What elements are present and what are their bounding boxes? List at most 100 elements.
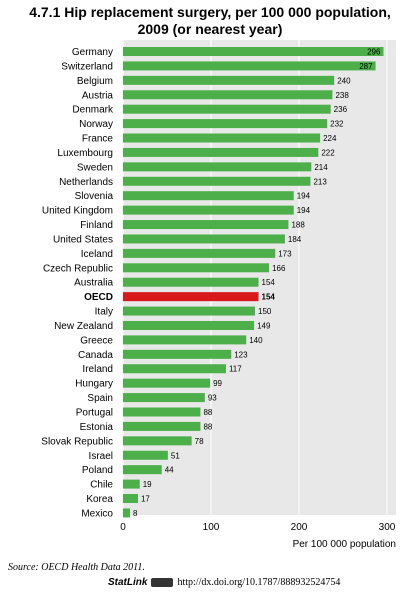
- category-label: Italy: [95, 307, 113, 318]
- bar: [123, 119, 328, 129]
- category-label: United Kingdom: [42, 206, 113, 217]
- category-label: Ireland: [82, 364, 113, 375]
- category-label: Israel: [89, 451, 113, 462]
- x-tick-label: 300: [379, 522, 396, 533]
- category-label: Hungary: [75, 379, 113, 390]
- category-label: New Zealand: [54, 321, 113, 332]
- bar: [123, 494, 138, 504]
- bar: [123, 176, 311, 186]
- source-note: Source: OECD Health Data 2011.: [8, 562, 145, 573]
- data-label: 123: [234, 350, 248, 359]
- bar: [123, 320, 255, 330]
- x-tick-label: 100: [203, 522, 220, 533]
- category-label: Canada: [78, 350, 113, 361]
- data-label: 166: [272, 264, 286, 273]
- data-label: 51: [171, 451, 180, 460]
- bar: [123, 147, 319, 157]
- bar: [123, 263, 270, 273]
- bar: [123, 162, 312, 172]
- data-label: 173: [278, 249, 292, 258]
- bar: [123, 277, 259, 287]
- bar: [123, 248, 276, 258]
- bar: [123, 393, 205, 403]
- bar: [123, 104, 331, 114]
- x-axis-label: Per 100 000 population: [293, 539, 396, 550]
- bar: [123, 479, 140, 489]
- data-label: 149: [257, 321, 271, 330]
- bar: [123, 133, 321, 143]
- bar: [123, 335, 247, 345]
- data-label: 194: [297, 192, 311, 201]
- data-label: 88: [203, 422, 212, 431]
- bar: [123, 508, 131, 518]
- statlink: StatLink http://dx.doi.org/10.1787/88893…: [108, 577, 340, 588]
- category-label: Luxembourg: [57, 148, 113, 159]
- bar: [123, 378, 211, 388]
- category-label: France: [82, 134, 114, 145]
- data-label: 78: [195, 437, 204, 446]
- title-line-2: 2009 (or nearest year): [137, 21, 283, 37]
- bar: [123, 75, 335, 85]
- data-label: 232: [330, 120, 344, 129]
- statlink-url-link[interactable]: http://dx.doi.org/10.1787/888932524754: [177, 577, 341, 588]
- bar: [123, 90, 333, 100]
- bar-chart: 0 100 200 300 Germany 296 Switzerland 287 Belgiu…: [41, 40, 396, 550]
- bar: [123, 421, 201, 431]
- data-label: 44: [165, 466, 174, 475]
- data-label: 287: [359, 62, 373, 71]
- category-label: Norway: [79, 119, 113, 130]
- category-label: Poland: [82, 465, 113, 476]
- data-label: 8: [133, 509, 138, 518]
- category-label: Australia: [74, 278, 113, 289]
- data-label: 213: [313, 177, 327, 186]
- category-label: Chile: [90, 480, 113, 491]
- bar: [123, 364, 226, 374]
- data-label: 117: [229, 365, 242, 374]
- data-label: 150: [258, 307, 272, 316]
- bar: [123, 234, 285, 244]
- x-tick-label: 200: [291, 522, 308, 533]
- x-tick-label: 0: [120, 522, 126, 533]
- data-label: 19: [143, 480, 152, 489]
- bar: [123, 349, 232, 359]
- data-label: 236: [334, 105, 348, 114]
- bar: [123, 205, 294, 215]
- highlight-bar: [123, 292, 259, 302]
- category-label: Mexico: [81, 508, 113, 519]
- data-label: 184: [288, 235, 302, 244]
- bar: [123, 61, 376, 71]
- category-label: Portugal: [76, 408, 113, 419]
- bar: [123, 436, 192, 446]
- category-label: Czech Republic: [43, 263, 113, 274]
- category-label: Slovenia: [75, 191, 114, 202]
- category-label: Switzerland: [61, 61, 113, 72]
- category-label: Austria: [82, 90, 114, 101]
- data-label: 238: [335, 91, 349, 100]
- statlink-brand: StatLink: [108, 577, 148, 588]
- data-label: 224: [323, 134, 337, 143]
- bar: [123, 220, 289, 230]
- category-label: Iceland: [81, 249, 113, 260]
- bar: [123, 450, 168, 460]
- category-label: OECD: [84, 292, 113, 303]
- chart-title: 4.7.1 Hip replacement surgery, per 100 0…: [8, 4, 412, 38]
- category-label: Korea: [86, 494, 113, 505]
- data-label: 188: [291, 221, 305, 230]
- bar: [123, 47, 384, 56]
- data-label: 194: [297, 206, 311, 215]
- data-label: 88: [203, 408, 212, 417]
- data-label: 17: [141, 495, 150, 504]
- data-label: 296: [367, 48, 381, 57]
- bar: [123, 407, 201, 417]
- data-label: 214: [314, 163, 328, 172]
- data-label: 222: [321, 148, 335, 157]
- category-label: Greece: [80, 335, 113, 346]
- bar: [123, 306, 255, 316]
- data-label: 93: [208, 394, 217, 403]
- category-label: Netherlands: [59, 177, 113, 188]
- category-label: Sweden: [77, 162, 113, 173]
- data-label: 154: [262, 278, 276, 287]
- title-line-1: 4.7.1 Hip replacement surgery, per 100 0…: [29, 4, 391, 20]
- category-label: Slovak Republic: [41, 436, 113, 447]
- category-label: Estonia: [80, 422, 114, 433]
